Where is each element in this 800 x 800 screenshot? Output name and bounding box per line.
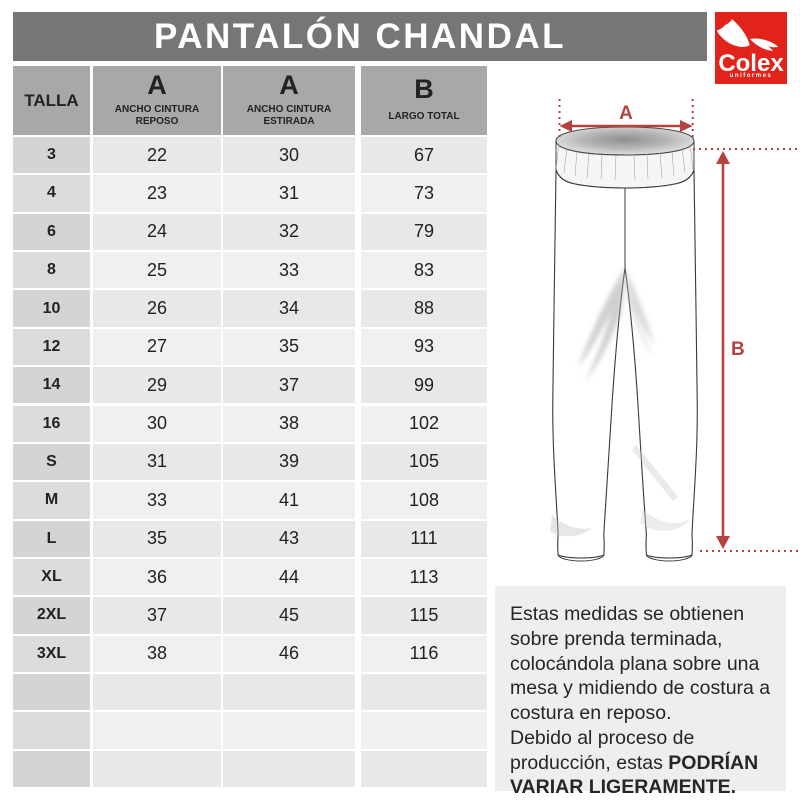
svg-text:B: B xyxy=(731,339,745,360)
svg-text:A: A xyxy=(619,103,633,124)
